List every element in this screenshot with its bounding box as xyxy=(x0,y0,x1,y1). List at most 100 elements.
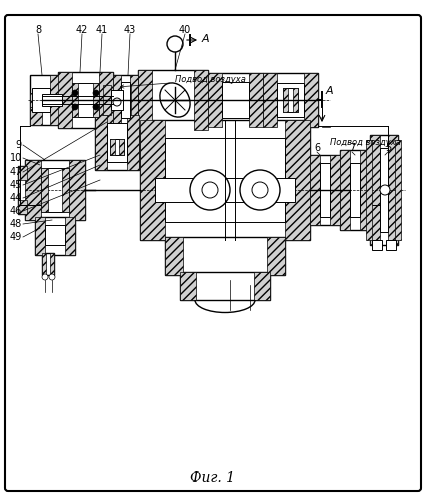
Bar xyxy=(30,75,60,125)
Bar xyxy=(155,178,295,202)
Bar xyxy=(138,70,152,130)
Bar xyxy=(320,163,330,217)
Text: А: А xyxy=(202,34,210,44)
Bar xyxy=(103,85,111,115)
Bar xyxy=(194,70,208,130)
Text: 10: 10 xyxy=(10,153,22,163)
Bar xyxy=(330,155,340,225)
Bar xyxy=(42,253,46,275)
Bar xyxy=(285,120,310,240)
Bar xyxy=(50,75,60,125)
Text: 6: 6 xyxy=(314,143,320,153)
Text: 42: 42 xyxy=(76,25,88,35)
Circle shape xyxy=(190,170,230,210)
Text: 43: 43 xyxy=(124,25,136,35)
Bar xyxy=(380,148,388,232)
Bar xyxy=(110,139,124,155)
Bar xyxy=(113,75,121,125)
Bar xyxy=(340,150,370,230)
Bar xyxy=(165,237,285,275)
Text: Подвод воздуха: Подвод воздуха xyxy=(330,138,401,147)
Bar xyxy=(208,73,222,127)
Circle shape xyxy=(252,182,268,198)
Circle shape xyxy=(202,182,218,198)
Bar xyxy=(58,72,113,128)
Bar xyxy=(370,135,398,245)
Circle shape xyxy=(93,90,99,96)
Bar xyxy=(304,73,318,127)
Bar xyxy=(35,217,75,255)
Bar xyxy=(249,73,263,127)
Bar xyxy=(30,93,42,107)
Bar xyxy=(350,163,360,217)
Bar xyxy=(386,240,396,250)
Circle shape xyxy=(167,36,183,52)
Bar xyxy=(50,253,54,275)
Bar xyxy=(267,237,285,275)
Bar xyxy=(65,217,75,255)
Bar xyxy=(58,72,72,128)
Text: 7: 7 xyxy=(349,143,355,153)
Bar xyxy=(123,85,131,115)
Bar xyxy=(107,123,127,162)
Circle shape xyxy=(380,185,390,195)
Bar xyxy=(119,139,124,155)
Bar xyxy=(165,138,285,222)
Bar xyxy=(45,225,65,245)
Bar xyxy=(18,166,27,180)
Bar xyxy=(42,253,54,275)
Bar xyxy=(310,155,340,225)
Bar xyxy=(395,140,401,240)
Text: 41: 41 xyxy=(96,25,108,35)
Bar xyxy=(138,70,208,130)
Circle shape xyxy=(72,104,78,110)
Bar xyxy=(340,150,350,230)
Text: 49: 49 xyxy=(10,232,22,242)
Circle shape xyxy=(49,274,55,280)
FancyBboxPatch shape xyxy=(5,15,421,491)
Bar xyxy=(165,237,183,275)
Text: 47: 47 xyxy=(10,167,22,177)
Bar xyxy=(127,115,139,170)
Bar xyxy=(72,83,99,117)
Bar xyxy=(263,73,318,127)
Bar xyxy=(69,160,85,220)
Bar xyxy=(41,168,69,212)
Text: 46: 46 xyxy=(10,206,22,216)
Bar xyxy=(18,166,27,214)
Text: 45: 45 xyxy=(10,180,22,190)
Bar xyxy=(283,88,298,112)
Text: А: А xyxy=(326,86,334,96)
Bar xyxy=(130,75,138,125)
Bar xyxy=(293,88,298,112)
Bar xyxy=(30,107,42,125)
Bar xyxy=(360,150,370,230)
Circle shape xyxy=(42,274,48,280)
Bar xyxy=(222,82,249,118)
Bar xyxy=(41,168,48,212)
Bar xyxy=(140,120,310,240)
Bar xyxy=(95,115,107,170)
Bar xyxy=(254,272,270,300)
Bar xyxy=(277,83,304,117)
Bar xyxy=(32,88,50,112)
Bar xyxy=(180,272,270,300)
Circle shape xyxy=(240,170,280,210)
Text: 8: 8 xyxy=(35,25,41,35)
Bar xyxy=(25,160,41,220)
Text: 5: 5 xyxy=(385,143,391,153)
Bar xyxy=(263,73,277,127)
Bar xyxy=(62,168,69,212)
Bar xyxy=(140,120,165,240)
Circle shape xyxy=(72,90,78,96)
Bar xyxy=(110,139,115,155)
Bar xyxy=(99,72,113,128)
Text: 9: 9 xyxy=(16,140,22,150)
Text: 48: 48 xyxy=(10,219,22,229)
Text: Подвод воздуха: Подвод воздуха xyxy=(121,76,246,88)
Text: 44: 44 xyxy=(10,193,22,203)
Bar xyxy=(72,83,78,117)
Bar xyxy=(103,85,131,115)
Bar xyxy=(370,135,380,245)
Bar xyxy=(93,83,99,117)
